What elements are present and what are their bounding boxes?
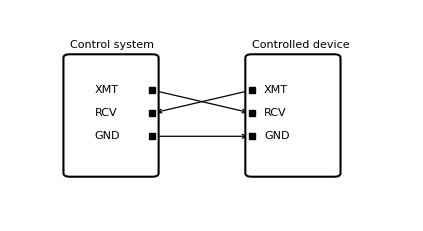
Text: GND: GND <box>94 131 120 141</box>
Text: XMT: XMT <box>264 85 288 95</box>
Text: Control system: Control system <box>70 40 154 50</box>
FancyBboxPatch shape <box>63 54 159 177</box>
Text: RCV: RCV <box>264 108 287 118</box>
Text: XMT: XMT <box>94 85 118 95</box>
Text: RCV: RCV <box>94 108 117 118</box>
FancyBboxPatch shape <box>245 54 341 177</box>
Text: GND: GND <box>264 131 290 141</box>
Text: Controlled device: Controlled device <box>252 40 349 50</box>
